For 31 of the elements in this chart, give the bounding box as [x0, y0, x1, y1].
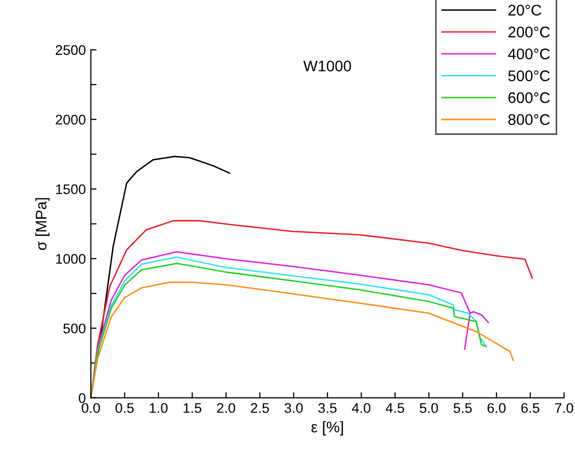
text: W1000 [303, 60, 352, 72]
x-tick-label: 7.0 [555, 403, 574, 413]
x-tick-label: 0.5 [116, 403, 134, 413]
legend-label: 800°C [508, 114, 550, 125]
y-tick-label: 0 [78, 393, 86, 404]
legend-label: 600°C [508, 92, 550, 104]
legend-label: 400°C [508, 48, 550, 60]
x-tick-label: 1.0 [150, 403, 168, 413]
x-tick-label: 4.5 [386, 403, 404, 413]
legend-label: 500°C [508, 70, 550, 82]
x-tick-label: 3.5 [318, 403, 337, 413]
x-tick-label: 3.0 [284, 403, 303, 413]
legend-label: 20°C [508, 4, 542, 16]
x-tick-label: 2.5 [250, 403, 269, 413]
y-tick-label: 1500 [56, 184, 86, 194]
legend-label: 200°C [508, 26, 550, 38]
y-tick-label: 500 [63, 324, 86, 334]
x-axis-title: ε [%] [311, 421, 343, 436]
x-tick-label: 5.5 [454, 403, 472, 413]
x-tick-label: 1.5 [184, 403, 202, 413]
line-series [90, 281, 514, 398]
x-tick-label: 5.0 [420, 403, 438, 413]
y-tick-label: 1000 [56, 254, 86, 264]
x-tick-label: 6.0 [488, 403, 506, 413]
x-tick-label: 0.0 [82, 403, 100, 413]
y-axis-title: σ [MPa] [35, 198, 50, 250]
x-tick-label: 4.0 [352, 403, 370, 413]
x-tick-label: 2.0 [217, 403, 236, 413]
x-tick-label: 6.5 [521, 403, 540, 413]
y-tick-label: 2000 [56, 114, 86, 125]
y-tick-label: 2500 [56, 45, 86, 55]
